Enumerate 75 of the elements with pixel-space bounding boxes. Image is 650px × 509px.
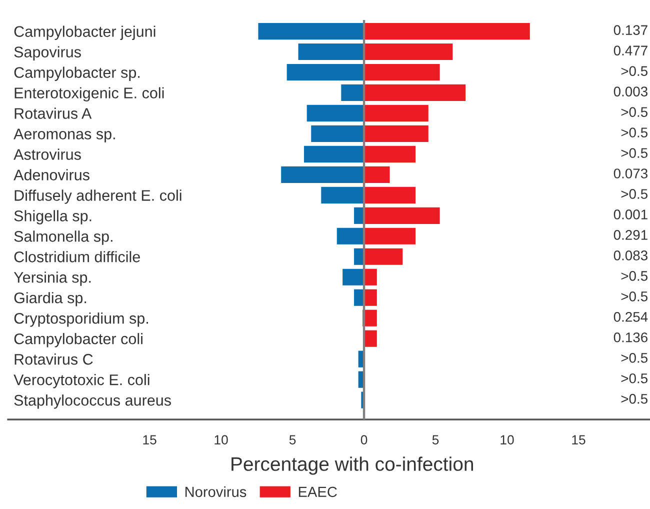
bar <box>342 268 364 286</box>
annotation: 0.254 <box>614 312 648 322</box>
bar <box>364 84 466 102</box>
bar <box>364 268 377 286</box>
y-tick-label: Rotavirus C <box>14 354 93 365</box>
annotation: >0.5 <box>621 148 648 158</box>
y-tick-label: Shigella sp. <box>14 210 92 224</box>
x-tick-label: 15 <box>572 435 586 444</box>
bar <box>364 146 416 162</box>
y-tick-label: Sapovirus <box>14 46 81 60</box>
bar <box>364 310 377 326</box>
y-tick-label: Campylobacter jejuni <box>14 26 156 40</box>
legend-label: Norovirus <box>185 486 246 498</box>
annotation: >0.5 <box>621 394 648 404</box>
annotation: >0.5 <box>621 107 648 117</box>
bar <box>364 207 440 224</box>
annotation: >0.5 <box>621 291 648 302</box>
bar <box>364 330 377 347</box>
annotation: >0.5 <box>621 271 648 281</box>
annotation: 0.001 <box>614 210 648 220</box>
bar <box>364 22 530 40</box>
y-tick-label: Yersinia sp. <box>14 272 91 286</box>
y-tick-label: Astrovirus <box>14 148 81 160</box>
x-tick-label: 0 <box>360 435 368 444</box>
y-tick-label: Rotavirus A <box>14 108 92 119</box>
y-tick-label: Clostridium difficile <box>14 251 140 262</box>
annotation: 0.136 <box>614 332 648 342</box>
bar <box>281 166 364 183</box>
y-tick-label: Salmonella sp. <box>14 230 112 245</box>
bar <box>364 248 403 265</box>
legend-label: EAEC <box>298 486 337 498</box>
bar <box>364 166 390 183</box>
y-tick-label: Campylobacter sp. <box>14 66 140 81</box>
bar <box>304 146 364 162</box>
bar <box>321 186 364 204</box>
y-tick-label: Verocytotoxic E. coli <box>14 374 150 388</box>
x-axis-title: Percentage with co-infection <box>232 456 473 475</box>
annotation: 0.137 <box>614 25 648 35</box>
annotation: >0.5 <box>621 128 648 138</box>
bar <box>306 104 364 122</box>
x-tick-label: 15 <box>143 435 156 444</box>
bar <box>258 22 364 40</box>
annotation: >0.5 <box>621 373 648 384</box>
x-tick-label: 5 <box>432 435 439 444</box>
bar <box>286 64 364 81</box>
y-tick-label: Enterotoxigenic E. coli <box>14 87 164 102</box>
bar <box>364 125 428 142</box>
annotation: >0.5 <box>621 352 648 363</box>
bar <box>298 43 364 60</box>
x-tick-label: 10 <box>500 435 514 444</box>
y-tick-label: Aeromonas sp. <box>14 128 115 142</box>
bar <box>364 289 377 306</box>
bar <box>364 228 416 244</box>
annotation: 0.073 <box>614 168 648 178</box>
bar <box>364 104 428 122</box>
y-tick-label: Staphylococcus aureus <box>14 394 171 409</box>
annotation: >0.5 <box>621 66 648 76</box>
bar <box>364 64 440 81</box>
bar <box>311 125 364 142</box>
y-tick-label: Adenovirus <box>14 169 90 180</box>
bar <box>341 84 364 102</box>
annotation: 0.477 <box>614 46 648 56</box>
bar <box>336 228 364 244</box>
annotation: >0.5 <box>621 189 648 199</box>
annotation: 0.003 <box>614 86 648 96</box>
y-tick-label: Giardia sp. <box>14 292 86 306</box>
bar <box>364 43 453 60</box>
x-tick-label: 5 <box>289 435 296 444</box>
y-tick-label: Campylobacter coli <box>14 333 142 348</box>
bar <box>364 186 416 204</box>
annotation: 0.291 <box>614 230 648 240</box>
x-tick-label: 10 <box>214 435 228 444</box>
y-tick-label: Diffusely adherent E. coli <box>14 190 182 204</box>
y-tick-label: Cryptosporidium sp. <box>14 312 148 327</box>
annotation: 0.083 <box>614 250 648 260</box>
